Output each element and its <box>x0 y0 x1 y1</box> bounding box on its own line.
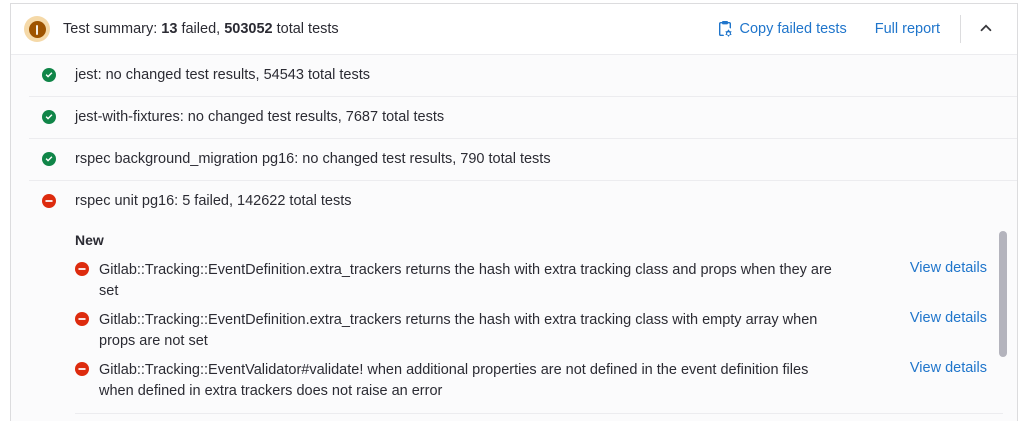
suite-label: rspec background_migration pg16: no chan… <box>75 151 551 167</box>
check-circle-icon <box>42 110 56 124</box>
list-item[interactable]: jest-with-fixtures: no changed test resu… <box>29 97 1017 139</box>
warning-icon <box>23 15 51 43</box>
view-details-link[interactable]: View details <box>909 360 987 376</box>
copy-failed-tests-button[interactable]: Copy failed tests <box>717 21 847 37</box>
test-summary-header: Test summary: 13 failed, 503052 total te… <box>11 4 1017 55</box>
section-heading-new: New <box>75 232 104 248</box>
table-row[interactable]: Gitlab::Tracking::EventDefinition.extra_… <box>75 306 997 356</box>
chevron-up-icon <box>978 19 994 40</box>
failed-test-name: Gitlab::Tracking::EventDefinition.extra_… <box>99 262 832 299</box>
failed-test-name: Gitlab::Tracking::EventValidator#validat… <box>99 362 809 399</box>
failed-test-name: Gitlab::Tracking::EventDefinition.extra_… <box>99 312 818 349</box>
total-count: 503052 <box>224 21 273 37</box>
divider <box>75 413 1003 414</box>
minus-circle-icon <box>75 262 89 276</box>
suite-label: jest: no changed test results, 54543 tot… <box>75 67 371 83</box>
list-item[interactable]: rspec unit pg16: 5 failed, 142622 total … <box>29 181 1017 223</box>
failed-tests-panel: New Gitlab::Tracking::EventDefinition.ex… <box>29 223 1017 419</box>
vertical-scrollbar[interactable] <box>999 231 1007 413</box>
failed-tests-scroll-area: New Gitlab::Tracking::EventDefinition.ex… <box>75 223 1017 406</box>
total-label: total tests <box>276 21 339 37</box>
failed-label: failed, <box>181 21 221 37</box>
divider <box>960 15 961 43</box>
minus-circle-icon <box>75 312 89 326</box>
full-report-label: Full report <box>874 21 940 37</box>
check-circle-icon <box>42 68 56 82</box>
page-title: Test summary: 13 failed, 503052 total te… <box>63 21 339 37</box>
suite-label: jest-with-fixtures: no changed test resu… <box>75 109 445 125</box>
failed-count: 13 <box>161 21 178 37</box>
view-details-link[interactable]: View details <box>909 260 987 276</box>
suite-label: rspec unit pg16: 5 failed, 142622 total … <box>75 193 352 209</box>
copy-clipboard-icon <box>717 21 733 37</box>
summary-prefix: Test summary: <box>63 21 158 37</box>
table-row[interactable]: Gitlab::Tracking::EventValidator#validat… <box>75 356 997 406</box>
check-circle-icon <box>42 152 56 166</box>
minus-circle-icon <box>42 194 56 208</box>
list-item[interactable]: rspec background_migration pg16: no chan… <box>29 139 1017 181</box>
minus-circle-icon <box>75 362 89 376</box>
test-summary-widget: Test summary: 13 failed, 503052 total te… <box>10 3 1018 421</box>
view-details-link[interactable]: View details <box>909 310 987 326</box>
collapse-toggle-button[interactable] <box>969 12 1003 46</box>
full-report-link[interactable]: Full report <box>875 21 940 37</box>
list-item[interactable]: jest: no changed test results, 54543 tot… <box>29 55 1017 97</box>
header-actions: Copy failed tests Full report <box>717 4 1003 54</box>
test-suite-list: jest: no changed test results, 54543 tot… <box>11 55 1017 223</box>
table-row[interactable]: Gitlab::Tracking::EventDefinition.extra_… <box>75 256 997 306</box>
copy-failed-tests-label: Copy failed tests <box>739 21 847 37</box>
scrollbar-thumb[interactable] <box>999 231 1007 357</box>
